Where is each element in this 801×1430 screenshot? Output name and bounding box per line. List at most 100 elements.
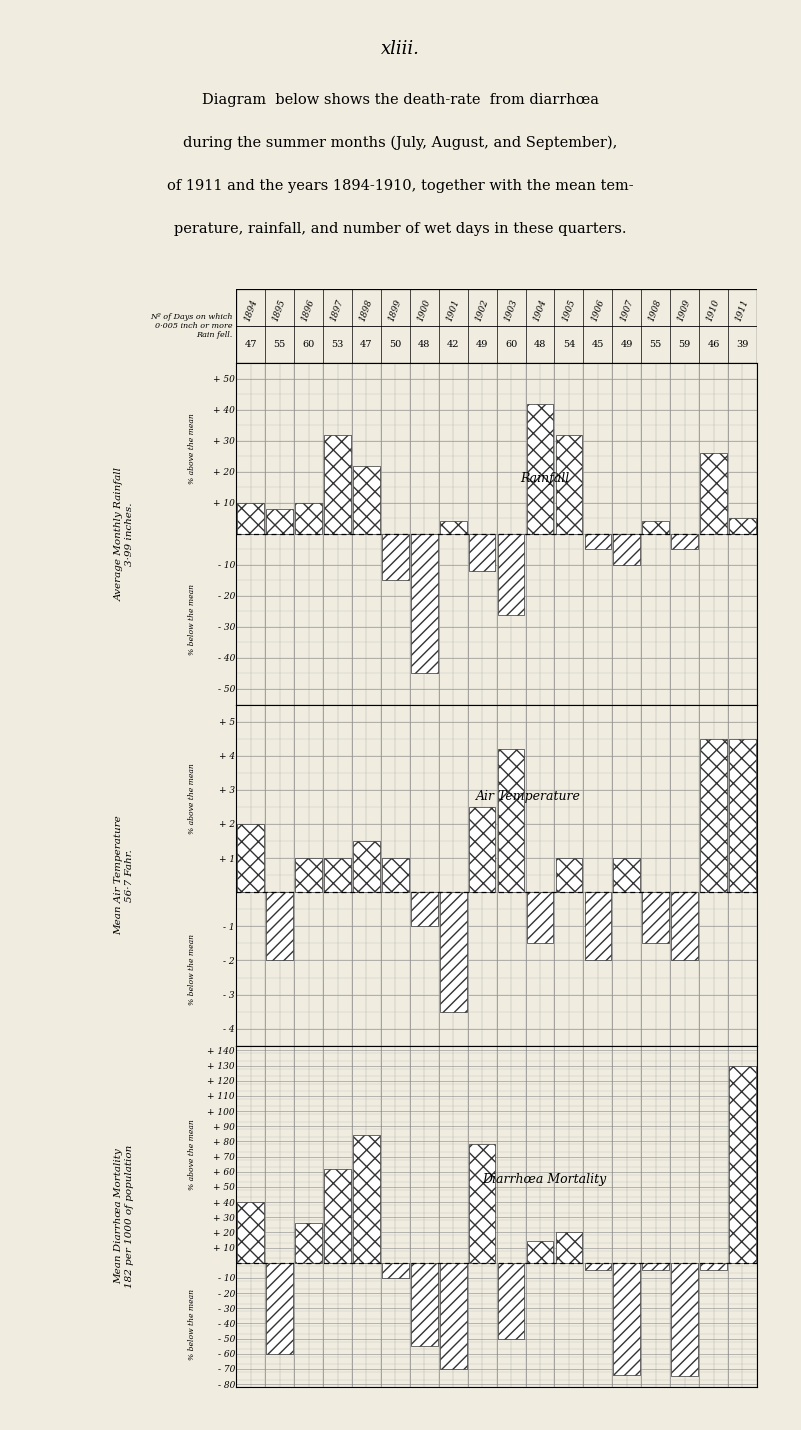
Text: 60: 60	[505, 340, 517, 349]
Bar	[440, 522, 466, 533]
Bar	[585, 892, 611, 961]
Text: Rainfall: Rainfall	[520, 472, 569, 485]
Text: 1901: 1901	[445, 299, 461, 323]
Text: 1902: 1902	[473, 299, 490, 323]
Bar	[411, 1263, 437, 1346]
Text: 55: 55	[650, 340, 662, 349]
Text: % below the mean: % below the mean	[188, 583, 196, 655]
Bar	[671, 533, 698, 549]
Text: 49: 49	[621, 340, 633, 349]
Bar	[353, 1135, 380, 1263]
Bar	[642, 522, 669, 533]
Text: 1896: 1896	[300, 299, 316, 323]
Bar	[729, 518, 756, 533]
Text: 42: 42	[447, 340, 460, 349]
Text: during the summer months (July, August, and September),: during the summer months (July, August, …	[183, 136, 618, 150]
Bar	[527, 1241, 553, 1263]
Bar	[469, 1144, 496, 1263]
Bar	[729, 1065, 756, 1263]
Bar	[296, 1223, 322, 1263]
Text: Average Monthly Rainfall
3·99 inches.: Average Monthly Rainfall 3·99 inches.	[115, 466, 134, 601]
Bar	[440, 1263, 466, 1369]
Bar	[267, 1263, 293, 1354]
Bar	[497, 533, 525, 615]
Text: 48: 48	[418, 340, 430, 349]
Text: 45: 45	[592, 340, 604, 349]
Text: 50: 50	[389, 340, 401, 349]
Text: Mean Diarrhœa Mortality
182 per 1000 of population: Mean Diarrhœa Mortality 182 per 1000 of …	[115, 1145, 134, 1288]
Text: 1906: 1906	[590, 299, 606, 323]
Text: % below the mean: % below the mean	[188, 1290, 196, 1360]
Text: perature, rainfall, and number of wet days in these quarters.: perature, rainfall, and number of wet da…	[175, 222, 626, 236]
Bar	[614, 533, 640, 565]
Text: 47: 47	[360, 340, 372, 349]
Bar	[614, 1263, 640, 1376]
Bar	[324, 435, 351, 533]
Text: 53: 53	[332, 340, 344, 349]
Bar	[556, 435, 582, 533]
Text: 55: 55	[274, 340, 286, 349]
Text: % above the mean: % above the mean	[188, 413, 196, 483]
Bar	[585, 533, 611, 549]
Text: 1895: 1895	[272, 299, 288, 323]
Bar	[556, 1233, 582, 1263]
Bar	[296, 858, 322, 892]
Bar	[267, 509, 293, 533]
Text: of 1911 and the years 1894-1910, together with the mean tem-: of 1911 and the years 1894-1910, togethe…	[167, 179, 634, 193]
Bar	[642, 892, 669, 944]
Bar	[353, 841, 380, 892]
Text: 39: 39	[736, 340, 749, 349]
Text: Nº of Days on which
0·005 inch or more
Rain fell.: Nº of Days on which 0·005 inch or more R…	[150, 313, 232, 339]
Text: 60: 60	[303, 340, 315, 349]
Bar	[497, 749, 525, 892]
Text: 54: 54	[563, 340, 575, 349]
Bar	[324, 858, 351, 892]
Bar	[527, 403, 553, 533]
Text: % below the mean: % below the mean	[188, 934, 196, 1004]
Text: Mean Air Temperature
56·7 Fahr.: Mean Air Temperature 56·7 Fahr.	[115, 815, 134, 935]
Bar	[469, 807, 496, 892]
Bar	[700, 1263, 727, 1270]
Bar	[671, 1263, 698, 1377]
Text: 48: 48	[533, 340, 546, 349]
Text: Diarrhœa Mortality: Diarrhœa Mortality	[482, 1173, 606, 1185]
Text: 1900: 1900	[416, 299, 433, 323]
Text: 1910: 1910	[705, 299, 722, 323]
Bar	[353, 466, 380, 533]
Text: 1897: 1897	[329, 299, 345, 323]
Bar	[382, 1263, 409, 1278]
Text: xliii.: xliii.	[381, 40, 420, 59]
Text: 1907: 1907	[618, 299, 634, 323]
Text: 59: 59	[678, 340, 690, 349]
Bar	[729, 739, 756, 892]
Bar	[237, 503, 264, 533]
Text: % above the mean: % above the mean	[188, 764, 196, 834]
Bar	[700, 739, 727, 892]
Bar	[585, 1263, 611, 1270]
Bar	[671, 892, 698, 961]
Bar	[497, 1263, 525, 1338]
Text: 1903: 1903	[502, 299, 519, 323]
Bar	[296, 503, 322, 533]
Bar	[237, 824, 264, 892]
Text: 1905: 1905	[561, 299, 577, 323]
Text: Air Temperature: Air Temperature	[477, 791, 582, 804]
Bar	[411, 892, 437, 927]
Text: 1899: 1899	[387, 299, 403, 323]
Text: 49: 49	[476, 340, 489, 349]
Bar	[237, 1203, 264, 1263]
Text: 1898: 1898	[358, 299, 374, 323]
Bar	[556, 858, 582, 892]
Bar	[411, 533, 437, 674]
Bar	[440, 892, 466, 1011]
Text: 1908: 1908	[647, 299, 663, 323]
Text: Diagram  below shows the death-rate  from diarrhœa: Diagram below shows the death-rate from …	[202, 93, 599, 107]
Bar	[324, 1168, 351, 1263]
Bar	[382, 858, 409, 892]
Text: 46: 46	[707, 340, 720, 349]
Text: 47: 47	[244, 340, 257, 349]
Text: 1904: 1904	[532, 299, 548, 323]
Bar	[267, 892, 293, 961]
Bar	[642, 1263, 669, 1270]
Text: 1894: 1894	[242, 299, 259, 323]
